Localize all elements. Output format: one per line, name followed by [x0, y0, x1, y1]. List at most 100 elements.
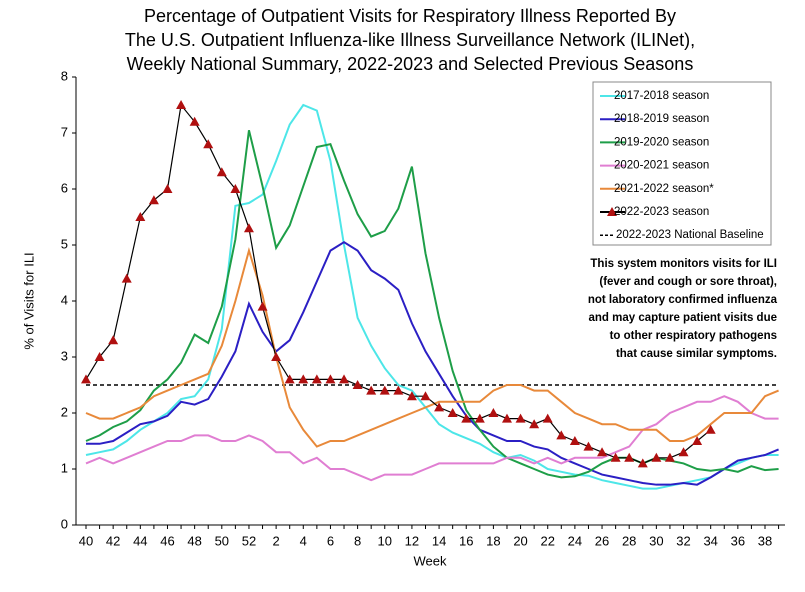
- data-marker: [488, 408, 499, 417]
- data-marker: [230, 184, 241, 193]
- data-marker: [298, 374, 309, 384]
- legend-label: 2020-2021 season: [614, 160, 709, 172]
- data-marker: [108, 335, 119, 345]
- series-line: [85, 395, 779, 482]
- data-marker: [352, 380, 363, 389]
- x-tick-label: 50: [215, 533, 229, 548]
- data-marker: [692, 436, 703, 445]
- x-tick-label: 36: [731, 533, 745, 548]
- chart-title: Percentage of Outpatient Visits for Resp…: [144, 6, 676, 26]
- data-marker: [311, 374, 322, 384]
- data-marker: [325, 374, 336, 384]
- data-marker: [501, 413, 512, 423]
- data-marker: [176, 100, 187, 109]
- x-tick-label: 24: [568, 533, 582, 548]
- x-tick-label: 10: [378, 533, 392, 548]
- x-tick-label: 4: [300, 533, 307, 548]
- x-tick-label: 6: [327, 533, 334, 548]
- x-tick-label: 46: [160, 533, 174, 548]
- data-marker: [284, 374, 295, 384]
- annotation: (fever and cough or sore throat),: [599, 276, 777, 288]
- x-tick-label: 42: [106, 533, 120, 548]
- data-marker: [339, 374, 350, 384]
- x-tick-label: 28: [622, 533, 636, 548]
- chart-title: The U.S. Outpatient Influenza-like Illne…: [125, 30, 695, 50]
- legend-box: [592, 81, 772, 246]
- x-tick-label: 18: [486, 533, 500, 548]
- data-marker: [434, 402, 445, 412]
- y-tick-label: 0: [61, 516, 68, 531]
- x-tick-label: 52: [242, 533, 256, 548]
- series-line: [85, 129, 779, 479]
- annotation: to other respiratory pathogens: [610, 330, 777, 342]
- legend-label: 2019-2020 season: [614, 136, 709, 148]
- data-marker: [257, 301, 268, 311]
- data-marker: [447, 408, 458, 417]
- legend-label: 2021-2022 season*: [614, 183, 714, 195]
- data-marker: [664, 452, 675, 462]
- data-marker: [216, 167, 227, 177]
- x-tick-label: 16: [459, 533, 473, 548]
- legend-label: 2022-2023 season: [614, 206, 709, 218]
- legend-marker: [607, 207, 617, 216]
- data-marker: [366, 385, 377, 395]
- annotation: not laboratory confirmed influenza: [588, 294, 778, 306]
- data-marker: [569, 436, 580, 445]
- data-marker: [393, 385, 404, 395]
- y-axis-label: % of Visits for ILI: [21, 252, 36, 349]
- annotation: that cause similar symptoms.: [616, 348, 777, 360]
- data-marker: [651, 452, 662, 462]
- legend-label: 2017-2018 season: [614, 90, 709, 102]
- chart-title: Weekly National Summary, 2022-2023 and S…: [127, 54, 694, 74]
- x-tick-label: 32: [676, 533, 690, 548]
- data-marker: [162, 184, 173, 193]
- series-line: [86, 241, 779, 486]
- data-marker: [94, 352, 105, 361]
- y-tick-label: 4: [61, 292, 68, 307]
- x-tick-label: 12: [405, 533, 419, 548]
- data-marker: [542, 413, 553, 423]
- data-marker: [461, 413, 472, 423]
- y-tick-label: 6: [61, 180, 68, 195]
- data-marker: [529, 419, 540, 429]
- data-marker: [515, 413, 526, 423]
- series-line: [85, 246, 779, 448]
- data-marker: [379, 385, 390, 395]
- data-marker: [624, 452, 635, 462]
- data-marker: [556, 430, 567, 440]
- data-marker: [243, 223, 254, 233]
- data-marker: [271, 352, 282, 361]
- data-marker: [121, 273, 132, 283]
- x-tick-label: 8: [354, 533, 361, 548]
- x-tick-label: 30: [649, 533, 663, 548]
- x-tick-label: 14: [432, 533, 446, 548]
- x-tick-label: 44: [133, 533, 147, 548]
- data-marker: [705, 424, 716, 434]
- data-marker: [474, 413, 485, 423]
- x-tick-label: 34: [703, 533, 717, 548]
- annotation: and may capture patient visits due: [588, 312, 777, 324]
- x-tick-label: 22: [540, 533, 554, 548]
- data-marker: [583, 441, 594, 451]
- data-marker: [203, 139, 214, 149]
- data-marker: [81, 374, 91, 384]
- data-marker: [420, 391, 431, 401]
- legend-label: 2022-2023 National Baseline: [616, 229, 764, 241]
- x-tick-label: 26: [595, 533, 609, 548]
- x-tick-label: 20: [513, 533, 527, 548]
- x-tick-label: 2: [273, 533, 280, 548]
- data-marker: [135, 212, 146, 221]
- data-marker: [678, 447, 689, 457]
- data-marker: [406, 391, 417, 401]
- annotation: This system monitors visits for ILI: [590, 258, 777, 270]
- y-tick-label: 1: [61, 460, 68, 475]
- y-tick-label: 8: [61, 68, 68, 83]
- data-marker: [597, 447, 608, 457]
- series-line: [85, 103, 779, 490]
- y-tick-label: 2: [61, 404, 68, 419]
- legend-label: 2018-2019 season: [614, 113, 709, 125]
- data-marker: [637, 458, 648, 468]
- x-tick-label: 40: [79, 533, 93, 548]
- data-marker: [610, 452, 621, 462]
